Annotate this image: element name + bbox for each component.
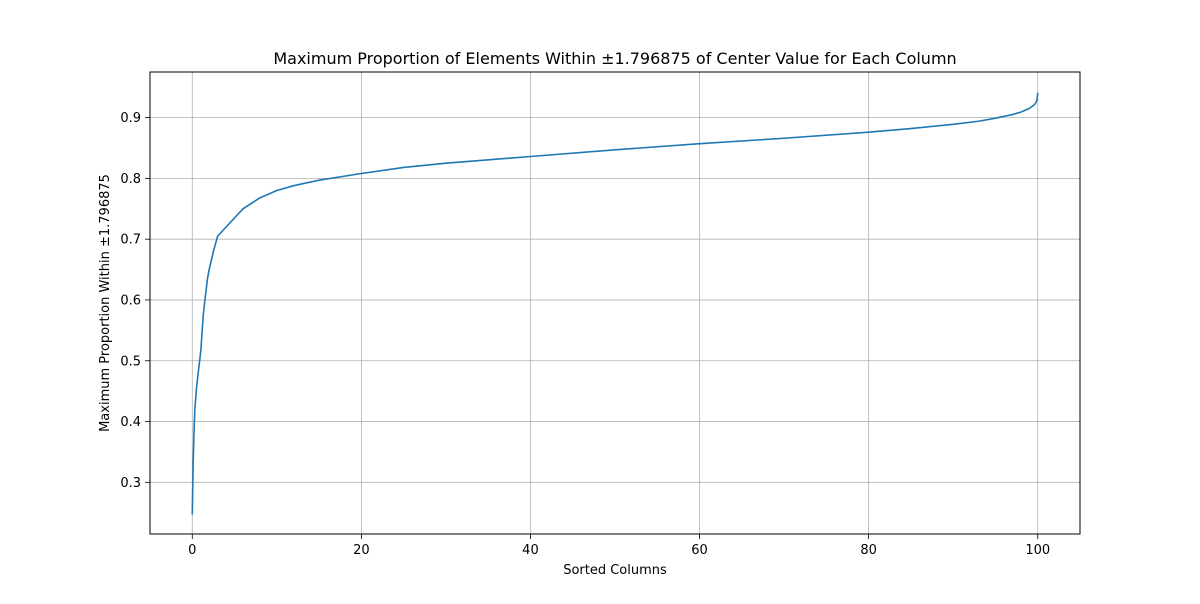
y-tick-label: 0.9 xyxy=(120,111,141,126)
y-tick-label: 0.7 xyxy=(120,233,141,248)
x-tick-label: 20 xyxy=(353,543,370,558)
y-tick-label: 0.8 xyxy=(120,172,141,187)
y-tick-label: 0.5 xyxy=(120,354,141,369)
x-tick-label: 80 xyxy=(860,543,877,558)
x-axis-label: Sorted Columns xyxy=(563,563,667,578)
y-axis-label: Maximum Proportion Within ±1.796875 xyxy=(98,174,113,432)
chart-title: Maximum Proportion of Elements Within ±1… xyxy=(273,49,956,68)
x-tick-label: 0 xyxy=(188,543,196,558)
y-tick-label: 0.3 xyxy=(120,476,141,491)
x-tick-label: 60 xyxy=(691,543,708,558)
x-tick-label: 100 xyxy=(1025,543,1050,558)
ticks: 0 20 40 60 80 100 0.3 0.4 0.5 0.6 0.7 0.8 0.9 xyxy=(120,111,1050,558)
plot-frame xyxy=(149,71,1081,535)
series-line xyxy=(191,92,1039,515)
y-tick-label: 0.4 xyxy=(120,415,141,430)
grid-lines xyxy=(150,72,1080,534)
x-tick-label: 40 xyxy=(522,543,539,558)
plot-background xyxy=(150,72,1080,534)
y-tick-label: 0.6 xyxy=(120,293,141,308)
series-layer xyxy=(191,92,1039,515)
